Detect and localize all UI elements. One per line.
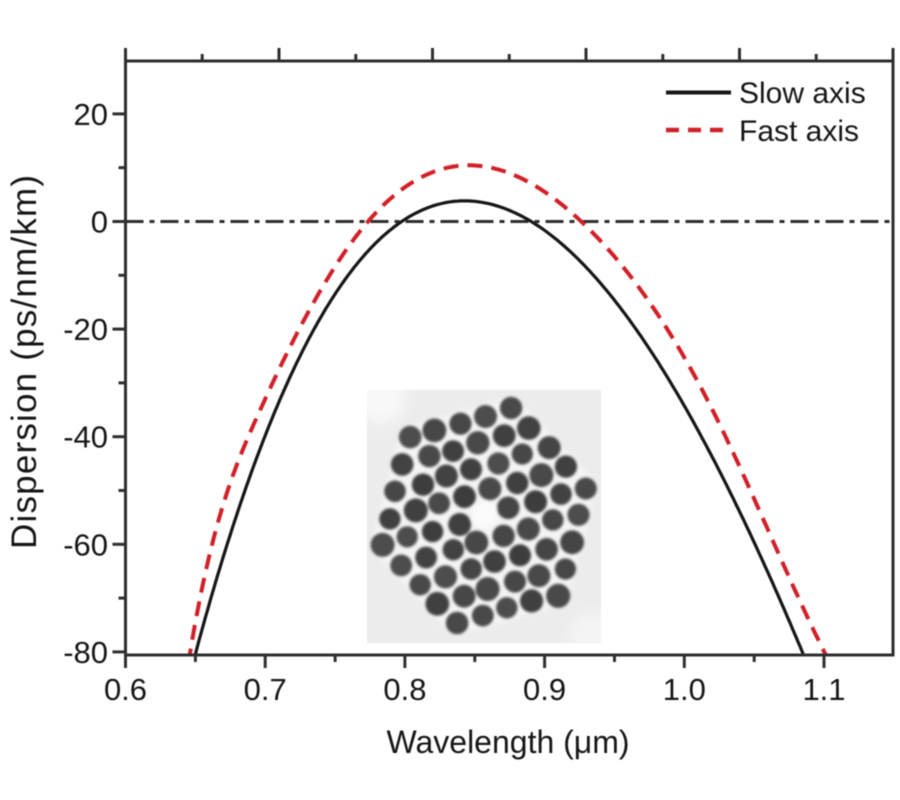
svg-text:Dispersion (ps/nm/km): Dispersion (ps/nm/km) — [5, 174, 44, 549]
svg-text:Fast axis: Fast axis — [739, 115, 859, 148]
svg-text:-40: -40 — [63, 420, 108, 455]
svg-text:-60: -60 — [63, 527, 108, 562]
svg-text:-80: -80 — [63, 635, 108, 670]
svg-text:0: 0 — [91, 205, 108, 240]
svg-text:0.7: 0.7 — [244, 672, 287, 707]
svg-text:1.0: 1.0 — [663, 672, 706, 707]
svg-text:0.9: 0.9 — [523, 672, 566, 707]
svg-text:0.8: 0.8 — [383, 672, 426, 707]
svg-text:-20: -20 — [63, 312, 108, 347]
svg-text:20: 20 — [74, 97, 108, 132]
svg-text:0.6: 0.6 — [104, 672, 147, 707]
svg-text:1.1: 1.1 — [802, 672, 845, 707]
svg-text:Slow axis: Slow axis — [739, 77, 866, 110]
svg-text:Wavelength (μm): Wavelength (μm) — [386, 724, 629, 760]
